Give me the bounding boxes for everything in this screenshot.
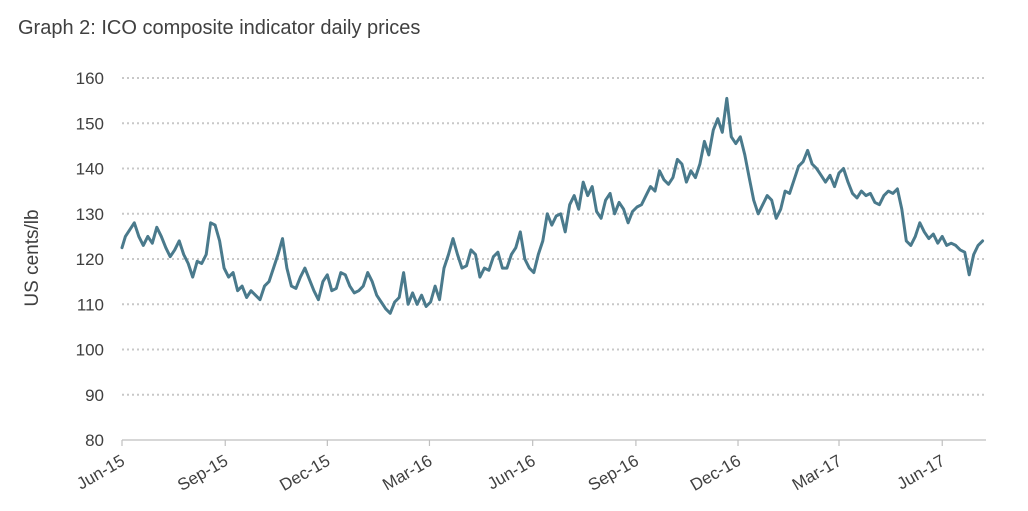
x-tick-label: Mar-16 — [379, 451, 435, 494]
x-tick-label: Sep-16 — [585, 451, 642, 495]
y-tick-label: 110 — [77, 295, 104, 314]
y-tick-label: 80 — [85, 431, 104, 450]
x-tick-label: Mar-17 — [789, 451, 845, 494]
y-tick-label: 90 — [85, 386, 104, 405]
series-line — [120, 96, 985, 315]
axes: 80 90 100 110 120 130 140 150 160 Jun-15 Sep-15 Dec… — [73, 69, 986, 495]
gridlines — [122, 77, 986, 396]
y-tick-label: 100 — [76, 341, 104, 360]
y-axis-label: US cents/lb — [22, 209, 43, 306]
y-tick-label: 140 — [76, 160, 104, 179]
y-tick-label: 150 — [76, 114, 104, 133]
series-layer — [120, 96, 985, 315]
y-tick-label: 120 — [76, 250, 104, 269]
x-tick-label: Dec-16 — [687, 451, 744, 495]
y-tick-label: 160 — [76, 69, 104, 88]
x-tick-label: Jun-15 — [73, 451, 128, 493]
x-tick-label: Dec-15 — [276, 451, 333, 495]
x-tick-label: Sep-15 — [174, 451, 231, 495]
x-tick-label: Jun-17 — [894, 451, 949, 493]
chart-title: Graph 2: ICO composite indicator daily p… — [18, 17, 421, 39]
x-tick-label: Jun-16 — [484, 451, 539, 493]
y-tick-label: 130 — [76, 205, 104, 224]
